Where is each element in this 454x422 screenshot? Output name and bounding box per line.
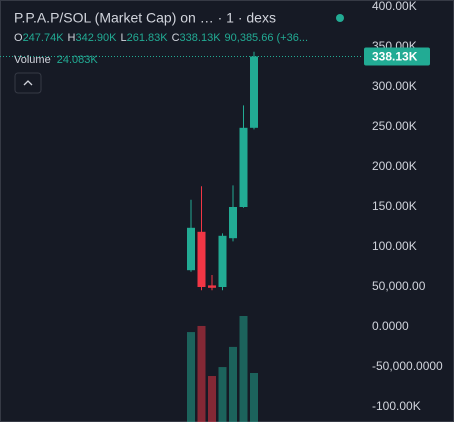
y-tick-label: 400.00K — [372, 0, 417, 13]
ohlc-key: O — [14, 32, 23, 44]
volume-bar — [239, 316, 248, 422]
volume-bar — [250, 373, 258, 422]
plot-area — [0, 51, 362, 422]
y-tick-label: 250.00K — [372, 119, 417, 133]
candle-body — [250, 56, 258, 128]
y-tick-label: 200.00K — [372, 159, 417, 173]
candle-body — [197, 231, 206, 287]
collapse-button[interactable] — [14, 72, 42, 94]
volume-legend: Volume 24.083K — [14, 54, 98, 66]
ohlc-change: 90,385.66 (+36... — [225, 32, 308, 44]
chart-title: P.P.A.P/SOL (Market Cap) on … · 1 · dexs — [14, 10, 276, 26]
y-tick-label: -100.00K — [372, 399, 421, 413]
volume-value: 24.083K — [57, 54, 99, 66]
chevron-icon[interactable] — [23, 80, 33, 86]
ohlc-key: L — [120, 32, 126, 44]
ohlc-value: 342.90K — [76, 32, 118, 44]
y-tick-label: 0.0000 — [372, 319, 409, 333]
ohlc-value: 247.74K — [23, 32, 65, 44]
ohlc-value: 338.13K — [180, 32, 222, 44]
volume-bar — [187, 332, 195, 422]
status-dot — [336, 14, 344, 22]
last-price-label: 338.13K — [372, 50, 418, 64]
ohlc-key: C — [172, 32, 180, 44]
price-axis: 400.00K350.00K300.00K250.00K200.00K150.0… — [364, 0, 443, 413]
volume-bar — [197, 325, 206, 422]
ohlc-value: 261.83K — [127, 32, 169, 44]
y-tick-label: 100.00K — [372, 239, 417, 253]
candle-body — [187, 227, 195, 271]
candle-body — [229, 207, 237, 239]
candle-body — [239, 127, 248, 207]
candle-body — [218, 235, 227, 287]
y-tick-label: -50,000.0000 — [372, 359, 443, 373]
volume-name: Volume — [14, 54, 51, 66]
candle-body — [208, 285, 216, 288]
volume-bar — [218, 367, 227, 422]
ohlc-legend: O247.74K H342.90K L261.83K C338.13K 90,385.6… — [14, 32, 308, 44]
button-frame[interactable] — [14, 72, 42, 94]
last-price-tag — [364, 47, 430, 66]
legend: P.P.A.P/SOL (Market Cap) on … · 1 · dexs… — [14, 10, 344, 94]
ohlc-key: H — [68, 32, 76, 44]
y-tick-label: 150.00K — [372, 199, 417, 213]
volume-bar — [208, 376, 216, 422]
volume-bar — [229, 346, 237, 422]
y-tick-label: 300.00K — [372, 79, 417, 93]
y-tick-label: 50,000.00 — [372, 279, 426, 293]
